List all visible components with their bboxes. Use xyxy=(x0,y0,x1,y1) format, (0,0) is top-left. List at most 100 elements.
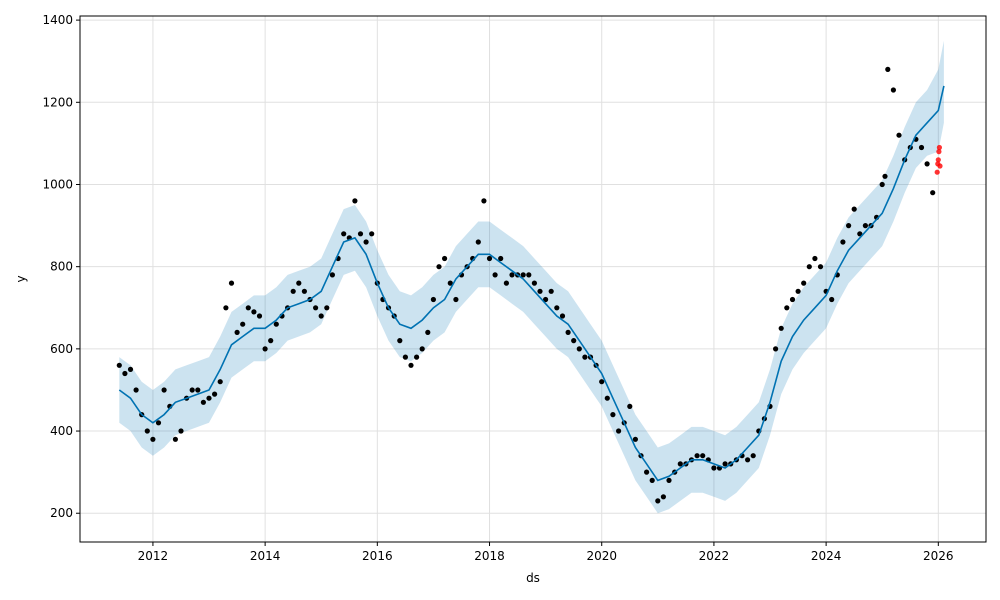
observed-point xyxy=(644,469,650,475)
observed-point xyxy=(425,329,431,335)
observed-point xyxy=(408,362,414,368)
observed-point xyxy=(711,465,717,471)
y-tick-label: 1200 xyxy=(42,95,73,109)
observed-point xyxy=(559,313,566,319)
observed-point xyxy=(475,239,481,245)
observed-point xyxy=(503,280,509,286)
observed-point xyxy=(453,296,459,303)
observed-point xyxy=(251,309,257,315)
observed-point xyxy=(632,436,639,442)
forecast-line xyxy=(118,85,945,482)
observed-point xyxy=(228,280,235,286)
observed-point xyxy=(817,264,824,270)
x-tick-label: 2026 xyxy=(923,549,954,563)
observed-point xyxy=(195,387,201,393)
observed-point xyxy=(801,280,807,286)
observed-point xyxy=(571,338,577,344)
observed-point xyxy=(144,428,150,434)
observed-point xyxy=(773,346,779,352)
observed-point xyxy=(256,313,263,319)
observed-point xyxy=(240,321,246,327)
test-point xyxy=(936,149,942,155)
observed-point xyxy=(700,453,706,459)
observed-point xyxy=(829,296,835,303)
observed-point xyxy=(363,239,369,245)
observed-point xyxy=(498,255,504,262)
test-point xyxy=(935,157,941,163)
observed-point xyxy=(750,453,756,459)
observed-point xyxy=(599,379,605,385)
observed-point xyxy=(161,387,167,393)
observed-point xyxy=(414,354,420,360)
observed-point xyxy=(930,190,936,196)
observed-point xyxy=(565,329,571,335)
x-tick-label: 2018 xyxy=(474,549,505,563)
observed-point xyxy=(543,296,549,303)
observed-point xyxy=(369,231,375,237)
observed-point xyxy=(447,280,453,286)
observed-point xyxy=(419,346,425,352)
y-tick-label: 600 xyxy=(50,342,73,356)
x-tick-label: 2024 xyxy=(811,549,842,563)
observed-point xyxy=(172,436,178,442)
observed-point xyxy=(531,280,538,286)
observed-point xyxy=(150,436,156,442)
y-tick-label: 1400 xyxy=(42,13,73,27)
observed-point xyxy=(666,477,672,483)
x-tick-label: 2016 xyxy=(362,549,393,563)
observed-point xyxy=(806,264,812,270)
observed-point xyxy=(554,305,560,311)
observed-point xyxy=(133,387,139,393)
observed-point xyxy=(189,387,195,393)
observed-point xyxy=(627,403,633,409)
y-tick-label: 800 xyxy=(50,260,73,274)
y-axis-ticks: 200 400 600 800 1000 1200 1400 xyxy=(42,13,80,520)
observed-point xyxy=(840,239,846,245)
observed-point xyxy=(116,362,122,368)
observed-point xyxy=(296,280,302,286)
observed-point xyxy=(492,272,498,278)
plot-frame xyxy=(79,15,987,543)
observed-point xyxy=(155,420,162,426)
x-tick-label: 2014 xyxy=(250,549,281,563)
test-point xyxy=(934,169,940,175)
observed-point xyxy=(857,231,863,237)
observed-point xyxy=(397,338,403,344)
observed-point xyxy=(896,132,902,138)
observed-point xyxy=(795,288,801,294)
observed-point xyxy=(924,161,930,167)
y-tick-label: 1000 xyxy=(42,177,73,191)
x-axis-label: ds xyxy=(526,571,540,585)
observed-point xyxy=(694,453,700,459)
grid-lines xyxy=(80,16,986,542)
observed-point xyxy=(217,379,223,385)
observed-point xyxy=(722,461,728,467)
observed-point xyxy=(200,399,206,405)
test-points xyxy=(934,144,943,175)
x-axis-ticks: 2012 2014 2016 2018 2020 2022 2024 2026 xyxy=(138,542,954,563)
observed-point xyxy=(402,354,408,360)
observed-point xyxy=(318,313,324,319)
observed-point xyxy=(846,223,852,229)
observed-point xyxy=(436,264,442,270)
observed-point xyxy=(660,494,667,500)
observed-point xyxy=(789,296,796,303)
x-tick-label: 2012 xyxy=(138,549,169,563)
observed-point xyxy=(582,354,588,360)
observed-point xyxy=(324,305,330,311)
observed-point xyxy=(745,457,751,463)
observed-point xyxy=(655,498,661,504)
y-axis-label: y xyxy=(14,275,28,282)
observed-point xyxy=(122,370,128,377)
observed-point xyxy=(430,296,436,303)
observed-point xyxy=(537,288,543,294)
observed-point xyxy=(784,305,790,311)
observed-point xyxy=(576,346,582,352)
observed-point xyxy=(290,288,296,294)
test-point xyxy=(936,144,943,151)
observed-point xyxy=(509,272,515,278)
observed-point xyxy=(812,255,818,262)
observed-point xyxy=(442,255,448,262)
observed-point xyxy=(341,231,347,237)
observed-point xyxy=(520,272,526,278)
